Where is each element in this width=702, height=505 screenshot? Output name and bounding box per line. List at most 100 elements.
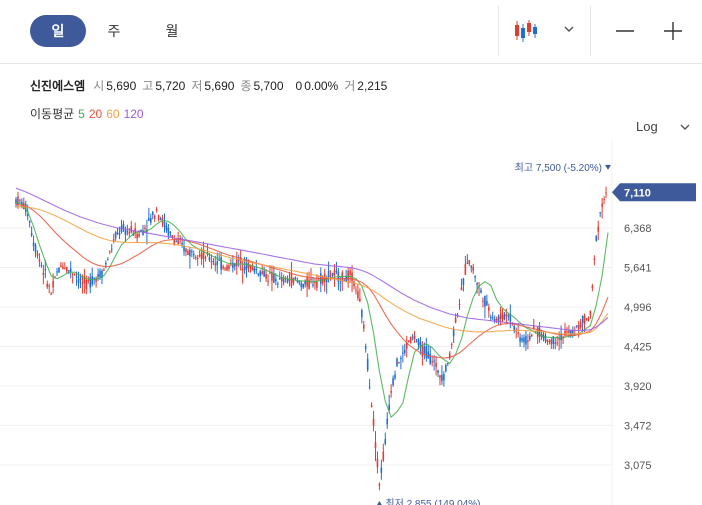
candle-body [50,293,52,295]
candle-body [46,283,49,288]
candle-body [585,318,588,320]
candle-body [218,259,220,261]
candle-body [591,285,594,288]
candle-body [216,261,219,266]
candle-body [40,264,43,266]
candle-body [507,315,510,317]
candle-body [200,253,203,259]
candle-body [587,318,590,321]
candle-body [564,330,566,334]
candle-body [241,268,244,271]
candle-body [466,263,469,265]
current-price-label: 7,110 [624,187,651,199]
candle-body [577,324,580,329]
candle-body [517,332,519,334]
candle-body [482,300,484,302]
candle-body [150,217,152,223]
candle-body [407,340,410,342]
candle-body [439,375,441,379]
candle-body [118,233,121,235]
candle-body [527,340,529,342]
candle-body [247,263,250,269]
candle-body [392,378,394,385]
candle-body [605,192,607,194]
candle-body [544,336,547,342]
scale-toggle[interactable]: Log [636,119,692,134]
candle-body [599,212,601,214]
candle-body [480,290,482,293]
candle-body [79,277,82,280]
candle-body [101,270,103,279]
candle-body [232,262,234,268]
candle-body [157,215,160,220]
low-value: 5,690 [204,78,235,93]
candle-body [448,353,451,359]
candle-body [329,275,332,278]
candle-body [224,268,226,270]
tab-daily[interactable]: 일 [30,15,86,47]
minus-icon[interactable] [612,18,638,44]
candle-body [191,251,193,253]
candlestick-icon[interactable] [512,18,542,44]
candle-body [75,276,78,278]
candle-body [67,270,70,272]
candle-body [509,314,512,322]
candle-body [112,239,115,242]
candle-body [226,265,228,271]
candle-body [77,279,80,283]
candle-body [312,284,314,286]
candle-body [566,331,568,333]
candle-body [32,242,35,247]
candle-body [462,278,465,285]
tab-monthly[interactable]: 월 [165,23,179,39]
candle-body [579,322,582,328]
chevron-down-icon[interactable] [560,20,578,38]
candle-body [560,333,562,341]
candle-body [165,226,168,231]
candle-body [24,204,27,212]
candle-body [87,280,90,282]
ma-period-5: 5 [78,106,85,121]
y-tick-label: 4,425 [624,341,652,353]
ma-period-20: 20 [88,106,103,121]
candle-body [56,271,58,273]
candle-body [445,365,447,372]
price-chart[interactable]: 3,075 3,472 3,920 4,425 4,996 5,641 6,368 최고 7,… [0,140,702,505]
candle-body [437,370,439,373]
candle-body [194,257,197,259]
candle-body [368,386,371,388]
candle-body [601,203,603,207]
candle-body [499,314,502,319]
candle-body [413,335,416,340]
open-value: 5,690 [106,78,137,93]
ma-line-120 [15,187,609,331]
candle-body [572,329,574,334]
candle-body [489,316,492,318]
candle-body [464,264,467,275]
plus-icon[interactable] [660,18,686,44]
candle-body [357,291,359,299]
candle-body [220,257,222,270]
candle-body [132,233,135,236]
candle-body [353,281,355,287]
candle-body [452,329,455,337]
candle-body [155,209,158,211]
candle-body [282,278,285,283]
candle-body [202,249,205,259]
candle-body [280,276,283,282]
candle-body [409,337,412,343]
candle-body [265,274,267,279]
candle-body [253,268,256,272]
candle-body [488,307,490,311]
tab-weekly[interactable]: 주 [107,23,121,39]
candle-body [257,273,260,275]
candle-body [30,232,33,236]
candle-body [575,325,578,327]
candle-body [128,232,131,234]
candle-body [189,250,191,257]
candle-body [538,327,541,337]
candle-body [159,218,162,220]
candle-body [97,273,99,278]
candle-body [327,270,330,278]
candle-body [275,279,277,282]
